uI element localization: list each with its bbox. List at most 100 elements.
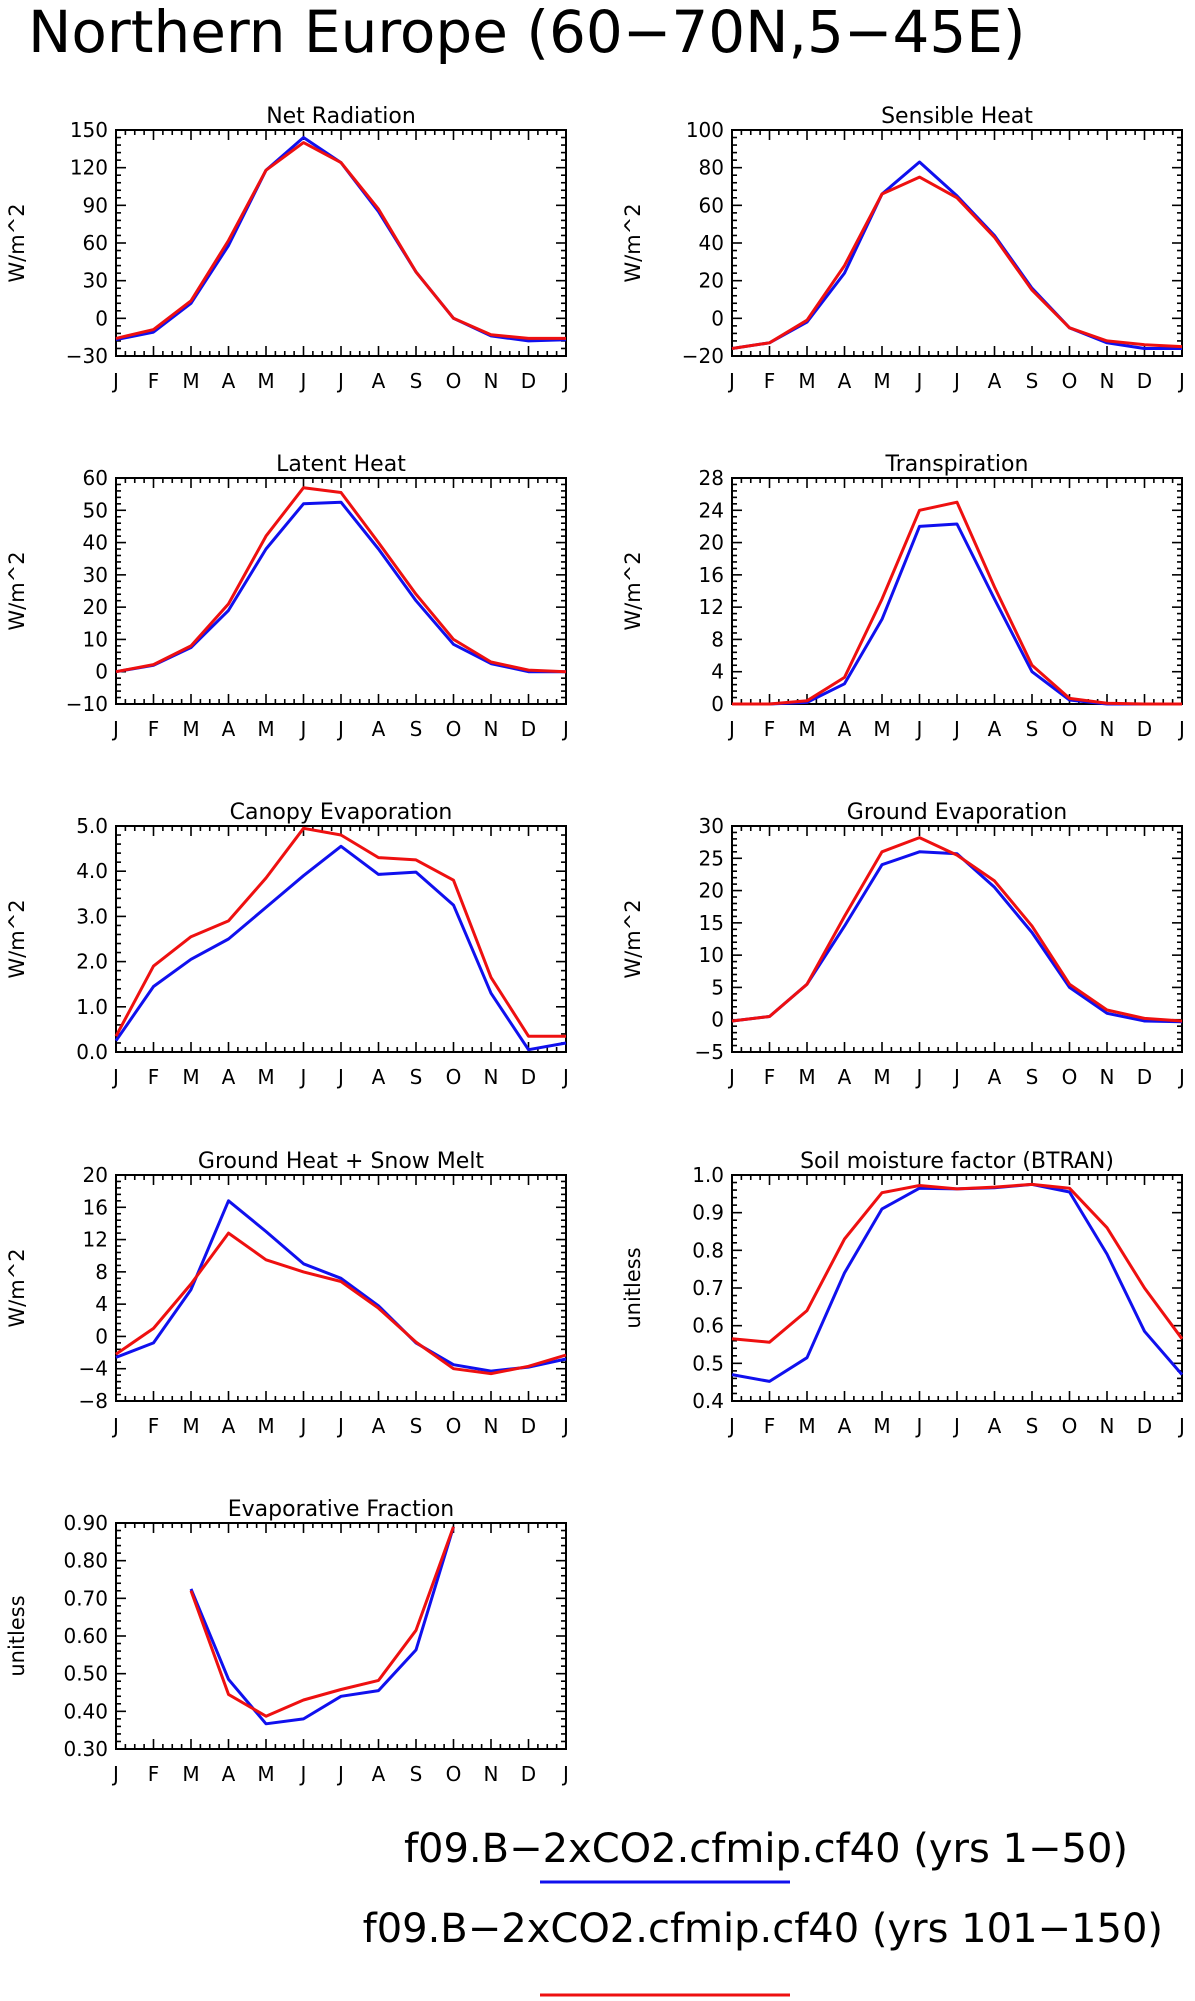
x-tick-label: J <box>952 1065 960 1089</box>
x-tick-label: D <box>521 1762 536 1786</box>
x-tick-label: A <box>372 717 386 741</box>
y-tick-label: 0.6 <box>692 1314 724 1338</box>
series-line-1 <box>115 1199 567 1373</box>
panel-title: Canopy Evaporation <box>230 800 453 825</box>
y-tick-label: 1.0 <box>692 1163 724 1187</box>
x-tick-label: A <box>222 1414 236 1438</box>
y-tick-label: 90 <box>83 193 108 217</box>
x-tick-label: J <box>336 369 344 393</box>
series-line-2 <box>732 500 1182 706</box>
x-tick-label: J <box>915 369 923 393</box>
x-tick-label: F <box>148 1762 160 1786</box>
panel-title: Transpiration <box>885 452 1029 477</box>
x-tick-label: M <box>257 717 274 741</box>
x-tick-label: J <box>299 1414 307 1438</box>
y-tick-label: 5 <box>711 975 724 999</box>
x-tick-label: S <box>1026 1414 1039 1438</box>
tick-marks <box>115 477 567 705</box>
x-tick-label: M <box>257 1762 274 1786</box>
y-tick-label: 50 <box>83 498 108 522</box>
y-axis-label: unitless <box>5 1595 29 1676</box>
y-tick-label: 30 <box>83 563 108 587</box>
y-tick-label: 10 <box>699 943 724 967</box>
panel-title: Sensible Heat <box>881 104 1033 129</box>
x-tick-label: A <box>372 1762 386 1786</box>
x-tick-label: F <box>764 1414 776 1438</box>
tick-marks <box>731 477 1183 705</box>
y-tick-label: 25 <box>699 846 724 870</box>
y-tick-label: 0.40 <box>63 1699 108 1723</box>
x-tick-label: M <box>182 369 199 393</box>
x-tick-label: A <box>838 717 852 741</box>
x-tick-label: J <box>299 1065 307 1089</box>
x-tick-label: M <box>798 1065 815 1089</box>
x-tick-label: J <box>1177 717 1185 741</box>
y-axis-label: W/m^2 <box>621 899 645 978</box>
x-tick-label: N <box>1100 1414 1115 1438</box>
y-tick-label: 0 <box>95 660 108 684</box>
x-tick-label: N <box>1100 717 1115 741</box>
y-tick-label: 0.5 <box>692 1351 724 1375</box>
x-tick-label: A <box>222 369 236 393</box>
y-tick-label: 30 <box>83 269 108 293</box>
x-tick-label: A <box>988 717 1002 741</box>
panel-title: Net Radiation <box>266 104 416 129</box>
x-tick-label: D <box>1137 369 1152 393</box>
x-tick-label: A <box>372 1065 386 1089</box>
x-tick-label: J <box>111 1762 119 1786</box>
x-tick-label: A <box>372 1414 386 1438</box>
series-line-2 <box>731 1182 1184 1344</box>
x-tick-label: F <box>148 1414 160 1438</box>
y-tick-label: 8 <box>95 1260 108 1284</box>
x-tick-label: F <box>764 369 776 393</box>
x-tick-label: J <box>336 1414 344 1438</box>
plot-frame <box>731 1174 1183 1402</box>
y-tick-label: 20 <box>83 1163 108 1187</box>
x-tick-label: M <box>873 1065 890 1089</box>
y-tick-label: 1.0 <box>76 995 108 1019</box>
panel-title: Ground Evaporation <box>847 800 1067 825</box>
series-line-2 <box>731 175 1183 350</box>
y-tick-label: 24 <box>699 498 724 522</box>
x-tick-label: F <box>148 717 160 741</box>
x-tick-label: N <box>484 1762 499 1786</box>
x-tick-label: M <box>257 1414 274 1438</box>
series-line-1 <box>114 844 567 1052</box>
x-tick-label: A <box>988 369 1002 393</box>
tick-marks <box>731 129 1183 357</box>
x-tick-label: J <box>561 1762 569 1786</box>
x-tick-label: A <box>838 1065 852 1089</box>
y-tick-label: 20 <box>83 595 108 619</box>
y-tick-label: 0 <box>95 306 108 330</box>
y-tick-label: −8 <box>79 1389 108 1413</box>
y-tick-label: 60 <box>83 231 108 255</box>
x-tick-label: O <box>1062 1414 1078 1438</box>
y-tick-label: 4 <box>95 1292 108 1316</box>
y-tick-label: −20 <box>682 344 724 368</box>
series-line-1 <box>189 1526 455 1726</box>
x-tick-label: A <box>222 1762 236 1786</box>
x-tick-label: D <box>1137 717 1152 741</box>
legend-label-1: f09.B−2xCO2.cfmip.cf40 (yrs 1−50) <box>404 1826 1128 1872</box>
y-tick-label: −4 <box>79 1357 108 1381</box>
x-tick-label: J <box>336 717 344 741</box>
y-tick-label: −30 <box>66 344 108 368</box>
y-tick-label: 40 <box>699 231 724 255</box>
series-line-1 <box>115 500 566 674</box>
panel-title: Ground Heat + Snow Melt <box>198 1149 485 1174</box>
legend: f09.B−2xCO2.cfmip.cf40 (yrs 1−50) f09.B−2… <box>363 1826 1163 1997</box>
x-tick-label: J <box>952 1414 960 1438</box>
x-tick-label: A <box>838 1414 852 1438</box>
x-tick-label: F <box>148 1065 160 1089</box>
y-tick-label: 15 <box>699 911 724 935</box>
x-tick-label: N <box>484 1414 499 1438</box>
x-tick-label: M <box>798 717 815 741</box>
plot-frame <box>731 825 1183 1053</box>
y-tick-label: 0 <box>95 1324 108 1348</box>
y-axis-label: W/m^2 <box>5 899 29 978</box>
